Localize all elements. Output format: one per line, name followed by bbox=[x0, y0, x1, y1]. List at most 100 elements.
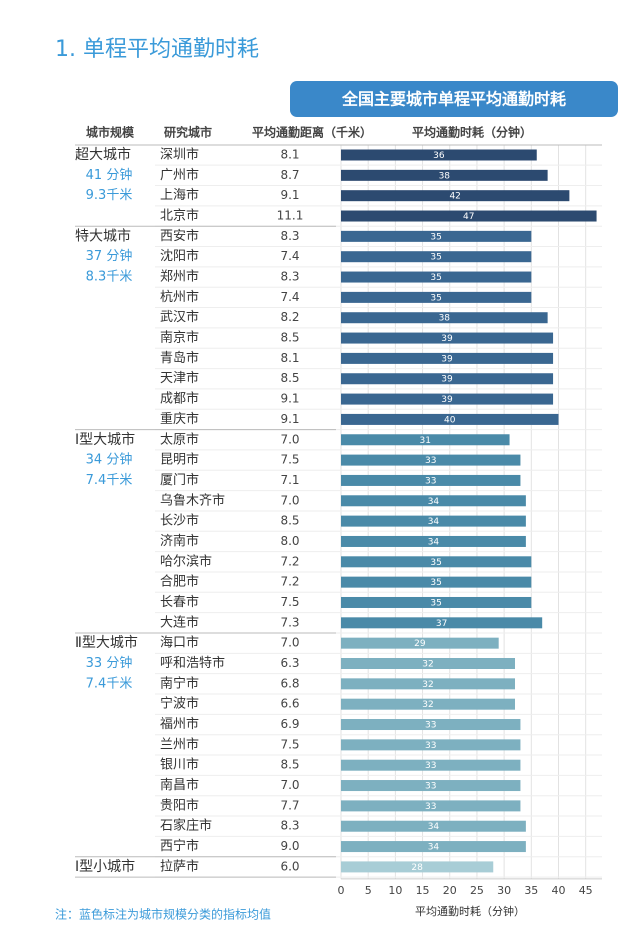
group-distance: 7.4千米 bbox=[86, 473, 133, 488]
group-name: 特大城市 bbox=[75, 227, 131, 244]
bar bbox=[341, 210, 597, 222]
x-tick-label: 0 bbox=[338, 884, 345, 897]
city-name: 哈尔滨市 bbox=[160, 553, 212, 569]
bar bbox=[341, 190, 570, 202]
bar bbox=[341, 841, 526, 853]
page-title: 1. 单程平均通勤时耗 bbox=[55, 37, 259, 62]
group-time: 34 分钟 bbox=[86, 452, 133, 468]
group-name: Ⅰ型小城市 bbox=[75, 858, 135, 875]
bar-label: 35 bbox=[430, 273, 441, 283]
bar-label: 39 bbox=[441, 395, 453, 405]
x-tick-label: 30 bbox=[497, 884, 511, 897]
bar bbox=[341, 413, 559, 425]
column-header: 平均通勤时耗（分钟） bbox=[412, 125, 532, 140]
bar-label: 36 bbox=[433, 151, 445, 161]
distance: 8.1 bbox=[280, 351, 299, 365]
bar-label: 35 bbox=[430, 578, 441, 588]
bar-label: 33 bbox=[425, 802, 436, 812]
distance: 9.1 bbox=[280, 188, 299, 202]
distance: 7.5 bbox=[280, 737, 299, 751]
x-tick-label: 45 bbox=[579, 884, 593, 897]
city-name: 太原市 bbox=[160, 431, 199, 447]
distance: 8.3 bbox=[280, 819, 299, 833]
bar bbox=[341, 658, 515, 669]
bar-label: 33 bbox=[425, 721, 436, 731]
bar bbox=[341, 373, 554, 385]
distance: 7.5 bbox=[280, 453, 299, 467]
bar-label: 31 bbox=[420, 436, 431, 446]
city-name: 海口市 bbox=[160, 635, 199, 651]
bar bbox=[341, 149, 537, 161]
bar bbox=[341, 800, 521, 812]
bar-label: 35 bbox=[430, 598, 441, 608]
city-name: 大连市 bbox=[160, 614, 199, 630]
bar bbox=[341, 352, 554, 364]
distance: 7.0 bbox=[280, 636, 299, 650]
bar bbox=[341, 759, 521, 771]
x-tick-label: 5 bbox=[365, 884, 372, 897]
bar bbox=[341, 251, 532, 263]
city-name: 合肥市 bbox=[160, 574, 199, 590]
city-name: 上海市 bbox=[160, 187, 199, 203]
bar bbox=[341, 556, 532, 568]
city-name: 南京市 bbox=[160, 330, 199, 346]
bar-label: 34 bbox=[428, 497, 440, 507]
distance: 7.0 bbox=[280, 778, 299, 792]
x-tick-label: 10 bbox=[388, 884, 402, 897]
distance: 8.5 bbox=[280, 758, 299, 772]
city-name: 昆明市 bbox=[160, 452, 199, 468]
header-box bbox=[290, 81, 618, 117]
bar bbox=[341, 332, 554, 344]
bar-label: 35 bbox=[430, 558, 441, 568]
x-tick-label: 15 bbox=[416, 884, 430, 897]
distance: 8.1 bbox=[280, 148, 299, 162]
group-name: Ⅰ型大城市 bbox=[75, 431, 135, 448]
bar bbox=[341, 230, 532, 242]
distance: 7.0 bbox=[280, 432, 299, 446]
distance: 9.1 bbox=[280, 392, 299, 406]
distance: 7.4 bbox=[280, 249, 299, 263]
city-name: 银川市 bbox=[160, 757, 199, 773]
distance: 7.0 bbox=[280, 493, 299, 507]
bar bbox=[341, 393, 554, 405]
city-name: 西安市 bbox=[160, 228, 199, 244]
bar-label: 35 bbox=[430, 253, 441, 263]
bar-label: 33 bbox=[425, 476, 436, 486]
distance: 7.4 bbox=[280, 290, 299, 304]
city-name: 重庆市 bbox=[160, 411, 199, 427]
distance: 6.6 bbox=[280, 697, 299, 711]
group-time: 33 分钟 bbox=[86, 655, 133, 671]
city-name: 乌鲁木齐市 bbox=[160, 492, 225, 508]
city-name: 西宁市 bbox=[160, 838, 199, 854]
distance: 6.8 bbox=[280, 676, 299, 690]
city-name: 成都市 bbox=[160, 391, 199, 407]
bar bbox=[341, 474, 521, 486]
city-name: 北京市 bbox=[160, 208, 199, 224]
bar bbox=[341, 780, 521, 792]
column-header: 平均通勤距离（千米） bbox=[252, 125, 372, 140]
bar-label: 33 bbox=[425, 456, 436, 466]
bar bbox=[341, 637, 499, 649]
x-axis-label: 平均通勤时耗（分钟） bbox=[415, 904, 525, 918]
distance: 7.2 bbox=[280, 575, 299, 589]
city-name: 宁波市 bbox=[160, 696, 199, 712]
group-time: 37 分钟 bbox=[86, 248, 133, 264]
distance: 6.0 bbox=[280, 859, 299, 873]
bar-label: 39 bbox=[441, 334, 453, 344]
city-name: 沈阳市 bbox=[160, 248, 199, 264]
bar bbox=[341, 454, 521, 466]
distance: 11.1 bbox=[277, 209, 304, 223]
city-name: 贵阳市 bbox=[160, 797, 199, 813]
distance: 8.5 bbox=[280, 514, 299, 528]
bar-label: 33 bbox=[425, 782, 436, 792]
bar-label: 28 bbox=[411, 863, 423, 873]
city-name: 长春市 bbox=[160, 594, 199, 610]
bar-label: 29 bbox=[414, 639, 426, 649]
distance: 9.1 bbox=[280, 412, 299, 426]
distance: 8.7 bbox=[280, 168, 299, 182]
x-tick-label: 20 bbox=[443, 884, 457, 897]
bar bbox=[341, 576, 532, 588]
city-name: 郑州市 bbox=[160, 269, 199, 285]
city-name: 南昌市 bbox=[160, 777, 199, 793]
